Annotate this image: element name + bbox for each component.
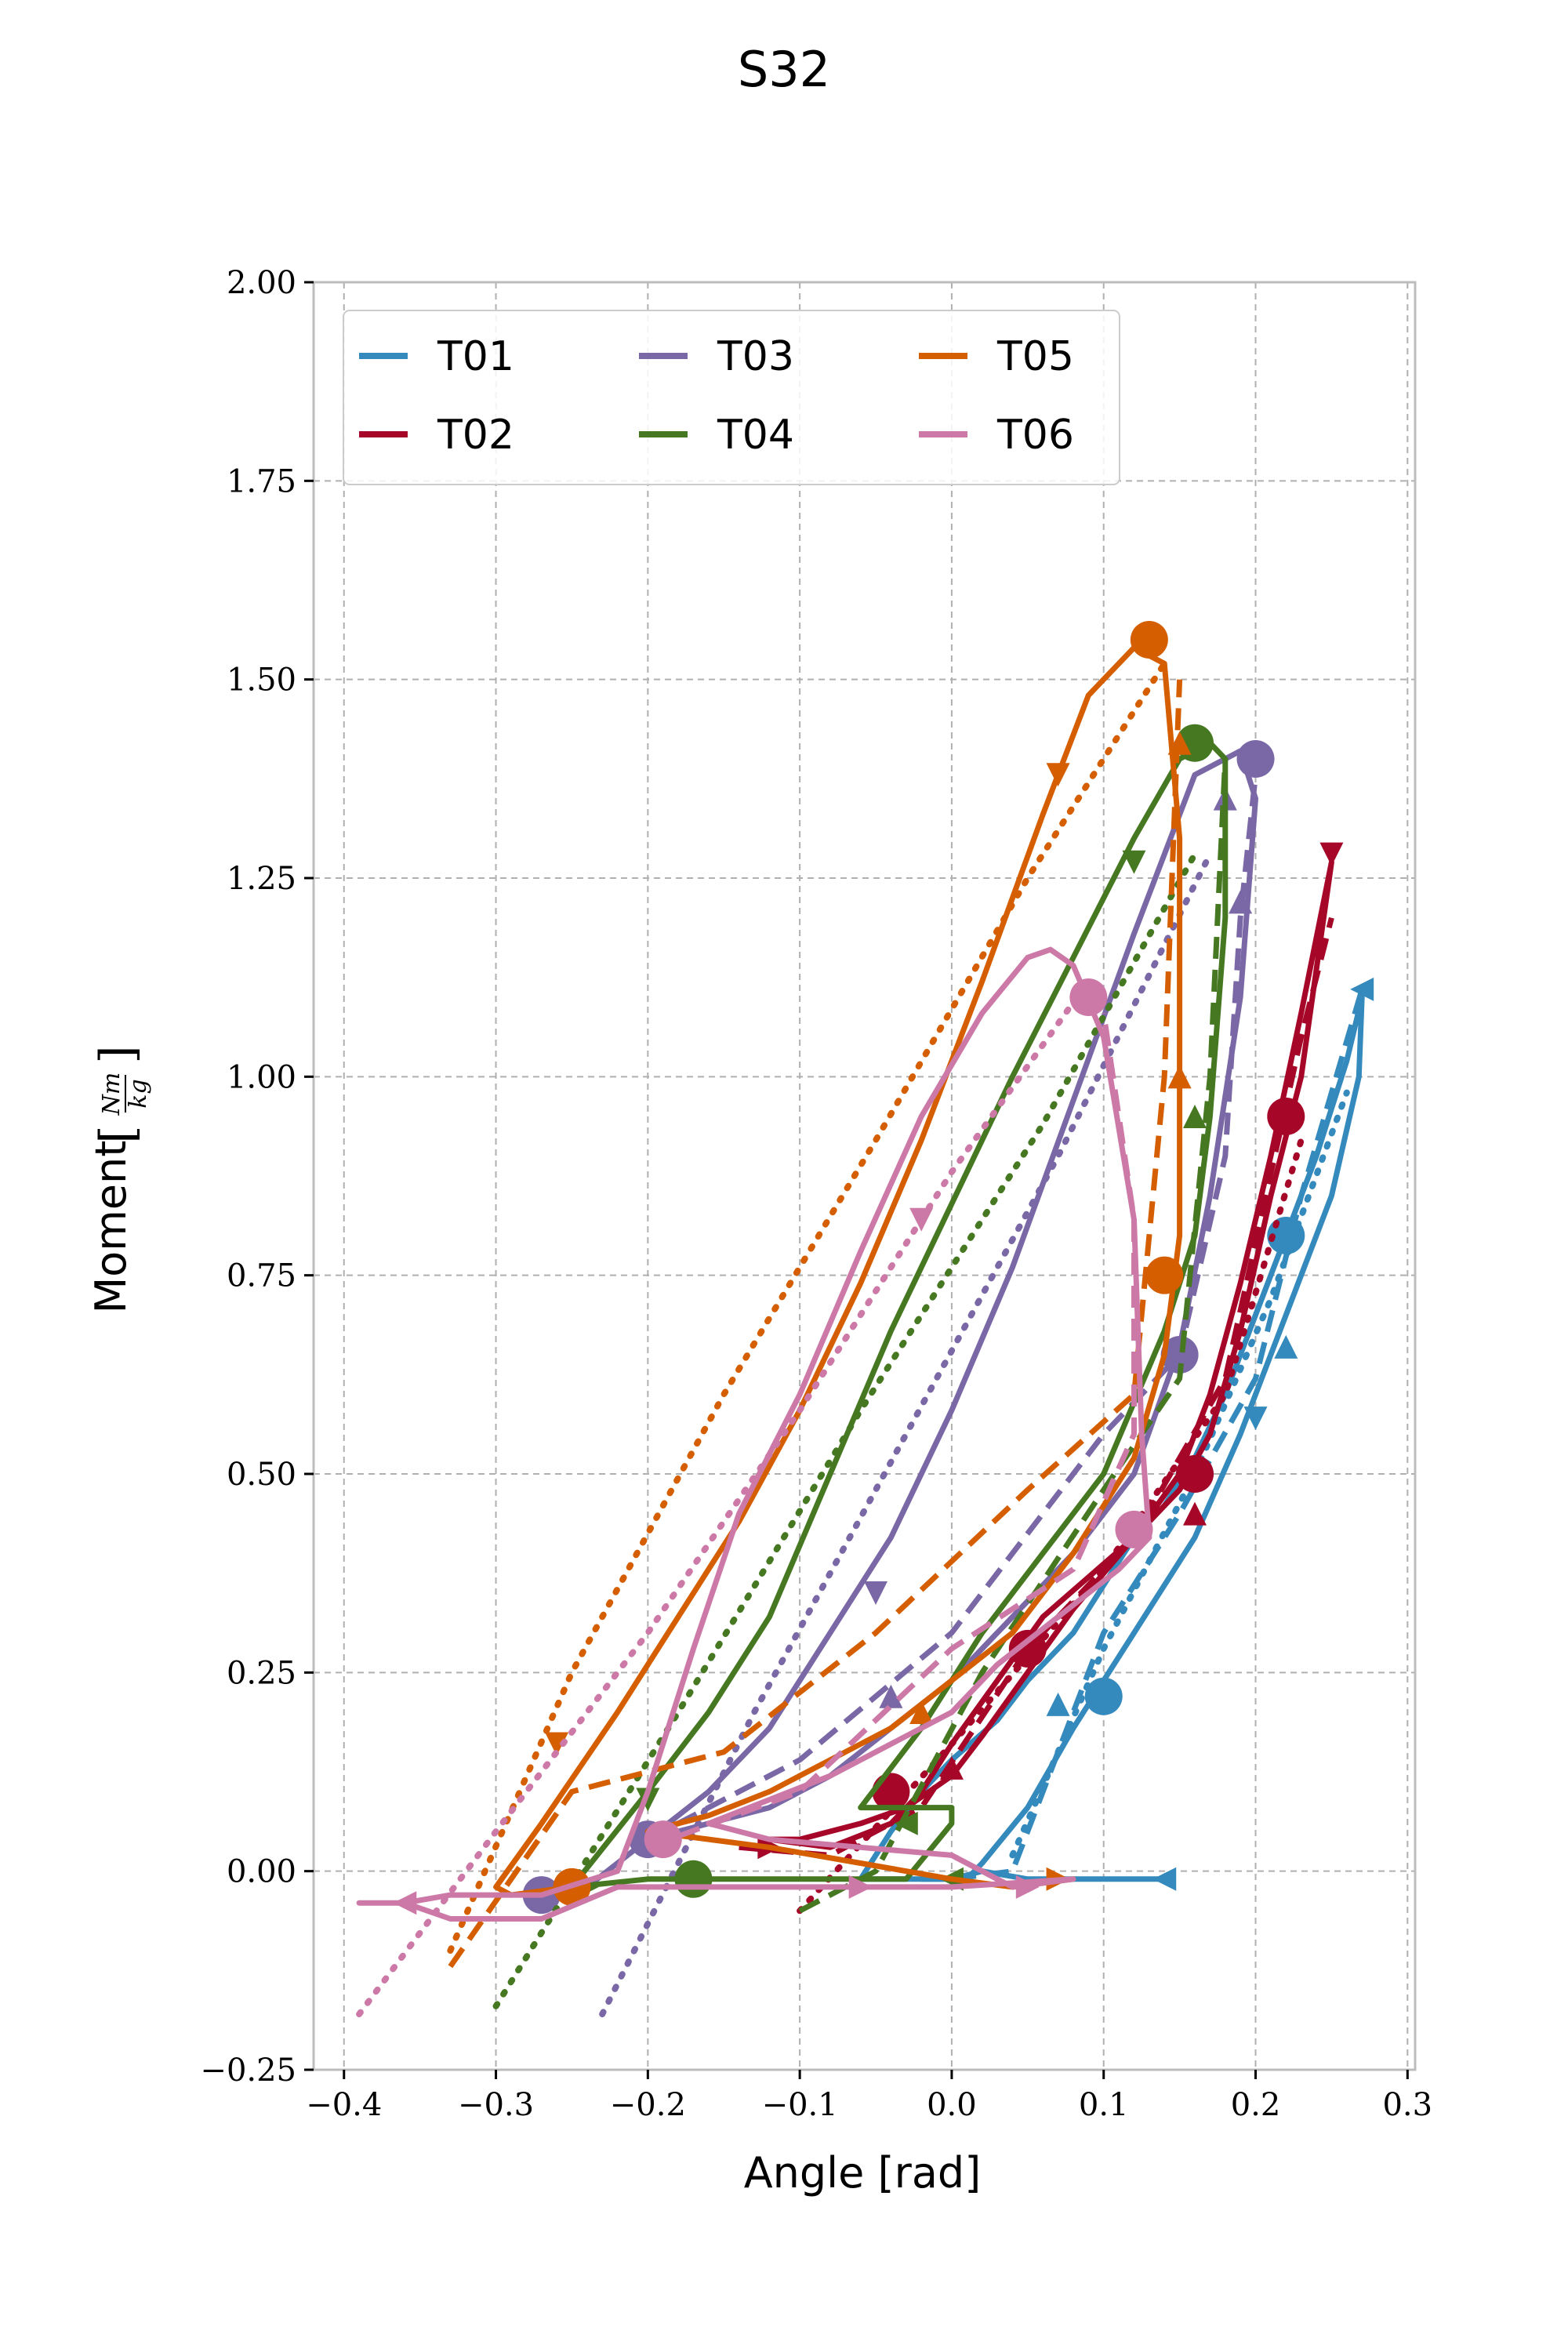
y-tick-label: 0.25 (227, 1655, 296, 1691)
x-tick-label: 0.3 (1382, 2087, 1432, 2123)
series-t03-direction-marker (864, 1581, 888, 1605)
series-t06-point-marker (1069, 978, 1108, 1016)
series-t06-direction-marker (909, 1207, 934, 1232)
y-axis-label: Moment [ Nm kg ] (86, 1045, 152, 1313)
x-tick-label: −0.1 (762, 2087, 838, 2123)
series-t04-solid-line (568, 740, 1229, 1890)
series-t02-direction-marker (939, 1755, 964, 1780)
plot-area-frame (312, 281, 1417, 2071)
series-t05-point-marker (1145, 1256, 1184, 1294)
series-t01-direction-marker (1046, 1692, 1070, 1716)
y-tick-label: 2.00 (227, 265, 296, 301)
legend-label-t01: T01 (437, 333, 514, 380)
y-tick-label: 0.00 (227, 1854, 296, 1890)
series-t01-direction-marker (1152, 1867, 1177, 1891)
series-t03-point-marker (1160, 1336, 1199, 1374)
series-t03-direction-marker (879, 1684, 903, 1708)
series-t06-fit-line (356, 978, 1092, 2018)
series-t05-fit-line (447, 660, 1168, 1954)
y-tick-label: 0.50 (227, 1457, 296, 1493)
chart-title: S32 (738, 41, 830, 98)
legend-label-t05: T05 (996, 333, 1074, 380)
series-t05-direction-marker (545, 1732, 569, 1756)
series-t05-dashed-line (448, 679, 1183, 1969)
series-t06-dashed-line (647, 1012, 1137, 1850)
series-t04-dashed-line (798, 758, 1229, 1914)
series-t05 (447, 621, 1192, 1969)
y-axis-label-text: Moment (86, 1141, 136, 1314)
series-t04-fit-line (492, 851, 1198, 2009)
legend: T01 T02 T03 T04 T05 T06 (343, 310, 1120, 485)
y-axis-label-bracket-open: [ (90, 1125, 145, 1143)
y-axis-label-unit-denominator: kg (125, 1079, 152, 1108)
y-tick-label: 1.00 (227, 1059, 296, 1095)
series-t06-direction-marker (1015, 1875, 1040, 1899)
series-t05-point-marker (1130, 621, 1168, 659)
y-axis-label-bracket-close: ] (90, 1045, 145, 1063)
legend-label-t03: T03 (717, 333, 794, 380)
x-tick-label: −0.2 (610, 2087, 686, 2123)
series-t02-direction-marker (1319, 842, 1344, 866)
x-tick-label: −0.4 (306, 2087, 382, 2123)
series-t06-point-marker (1115, 1510, 1153, 1548)
series-t03-direction-marker (1229, 890, 1253, 914)
series-t04-direction-marker (636, 1788, 660, 1812)
y-tick-label: 1.50 (227, 662, 296, 699)
series-t01-direction-marker (1350, 977, 1374, 1001)
series-t05-direction-marker (1167, 1065, 1192, 1089)
x-tick-label: 0.2 (1231, 2087, 1281, 2123)
series-t03-solid-line (539, 748, 1258, 1898)
legend-label-t06: T06 (996, 412, 1074, 459)
series-t01-point-marker (1084, 1677, 1123, 1715)
series-t05-direction-marker (909, 1700, 934, 1724)
x-tick-label: 0.0 (927, 2087, 977, 2123)
series-t04-direction-marker (1183, 1105, 1207, 1128)
axis-ticks: −0.4 −0.3 −0.2 −0.1 0.0 0.1 0.2 0.3 −0.25 0.00 0.2… (200, 265, 1432, 2123)
series-t06-solid-line (356, 946, 1152, 1922)
series-t02-point-marker (1008, 1629, 1047, 1668)
series-t02 (739, 842, 1344, 1915)
y-tick-label: 0.75 (227, 1258, 296, 1294)
series-t04-direction-marker (1122, 850, 1146, 874)
series-t06-direction-marker (393, 1891, 417, 1915)
y-axis-label-unit-numerator: Nm (98, 1073, 125, 1116)
series-t04-point-marker (674, 1860, 713, 1898)
series-t06 (356, 946, 1153, 2018)
series-t04 (492, 724, 1229, 2009)
series-t04-direction-marker (894, 1811, 918, 1835)
legend-label-t02: T02 (437, 412, 514, 459)
series-t02-direction-marker (1183, 1501, 1207, 1526)
series-t01-direction-marker (1243, 1406, 1268, 1431)
series-t05-direction-marker (1167, 731, 1192, 755)
series-layer (356, 621, 1374, 2018)
y-tick-label: 1.25 (227, 861, 296, 897)
x-axis-label: Angle [rad] (744, 2148, 982, 2198)
series-t03-point-marker (1236, 740, 1275, 778)
x-tick-label: 0.1 (1079, 2087, 1129, 2123)
series-t02-point-marker (1267, 1098, 1305, 1135)
series-t05-direction-marker (1046, 763, 1070, 787)
y-tick-label: 1.75 (227, 463, 296, 499)
series-t02-point-marker (1176, 1455, 1214, 1493)
series-t06-point-marker (644, 1820, 682, 1859)
series-t06-direction-marker (848, 1875, 873, 1899)
y-tick-label: −0.25 (200, 2053, 296, 2089)
series-t01-direction-marker (1274, 1334, 1298, 1359)
legend-label-t04: T04 (717, 412, 794, 459)
x-tick-label: −0.3 (458, 2087, 534, 2123)
